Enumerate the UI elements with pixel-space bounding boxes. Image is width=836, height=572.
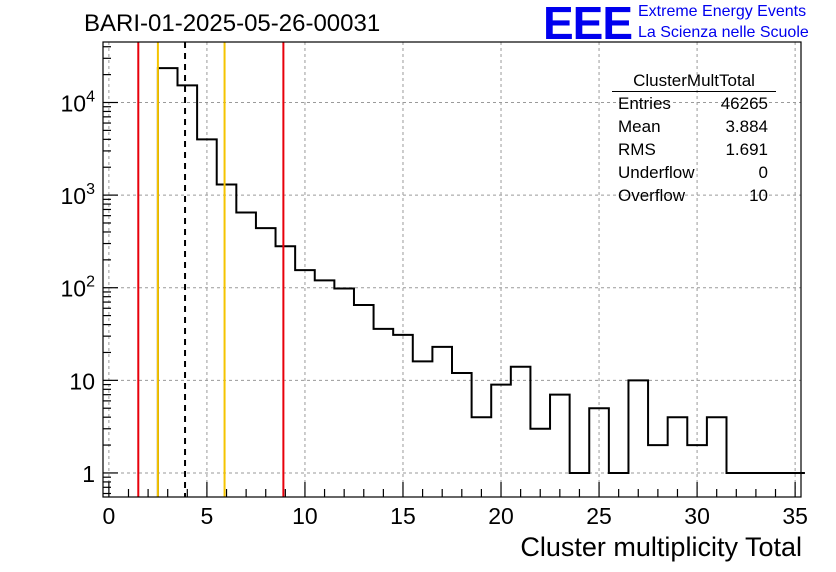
stats-box: ClusterMultTotal Entries 46265 Mean 3.88…	[610, 70, 778, 207]
stats-title: ClusterMultTotal	[612, 70, 776, 92]
stats-value: 3.884	[725, 117, 768, 136]
y-tick-label: 104	[61, 88, 96, 116]
x-tick-label: 15	[390, 503, 416, 529]
tick-labels-layer: 0 5 10 15 20 25 30 35 1 10 102 103 104	[61, 88, 808, 529]
histogram-layer	[156, 67, 805, 497]
stats-row-overflow: Overflow 10	[610, 184, 778, 207]
stats-row-entries: Entries 46265	[610, 92, 778, 115]
x-tick-label: 20	[488, 503, 514, 529]
stats-label: Underflow	[618, 163, 695, 182]
x-tick-label: 25	[586, 503, 612, 529]
stats-row-rms: RMS 1.691	[610, 138, 778, 161]
axes-layer	[102, 41, 802, 498]
stats-value: 10	[749, 186, 768, 205]
stats-label: Entries	[618, 94, 671, 113]
chart-title: BARI-01-2025-05-26-00031	[84, 10, 381, 37]
y-tick-label: 103	[61, 181, 96, 209]
x-tick-label: 5	[201, 503, 214, 529]
histogram-outline	[156, 67, 805, 497]
x-tick-label: 35	[782, 503, 808, 529]
stats-row-underflow: Underflow 0	[610, 161, 778, 184]
stats-value: 46265	[720, 94, 768, 113]
stats-row-mean: Mean 3.884	[610, 115, 778, 138]
vertical-lines-layer	[137, 42, 285, 497]
x-axis-label: Cluster multiplicity Total	[520, 532, 802, 562]
y-tick-label: 10	[69, 368, 95, 394]
logo-line-1: Extreme Energy Events	[638, 3, 807, 20]
stats-label: Overflow	[618, 186, 686, 205]
stats-value: 0	[758, 163, 768, 182]
stats-label: RMS	[618, 140, 656, 159]
grid-layer	[103, 42, 801, 497]
y-tick-label: 1	[82, 461, 95, 487]
y-tick-label: 102	[61, 274, 96, 302]
logo-line-2: La Scienza nelle Scuole	[638, 24, 809, 41]
eee-logo-mark: EEE	[543, 0, 633, 49]
x-tick-label: 10	[292, 503, 318, 529]
plot-frame	[102, 41, 802, 498]
stats-label: Mean	[618, 117, 661, 136]
x-tick-label: 30	[684, 503, 710, 529]
x-tick-label: 0	[102, 503, 115, 529]
stats-value: 1.691	[725, 140, 768, 159]
